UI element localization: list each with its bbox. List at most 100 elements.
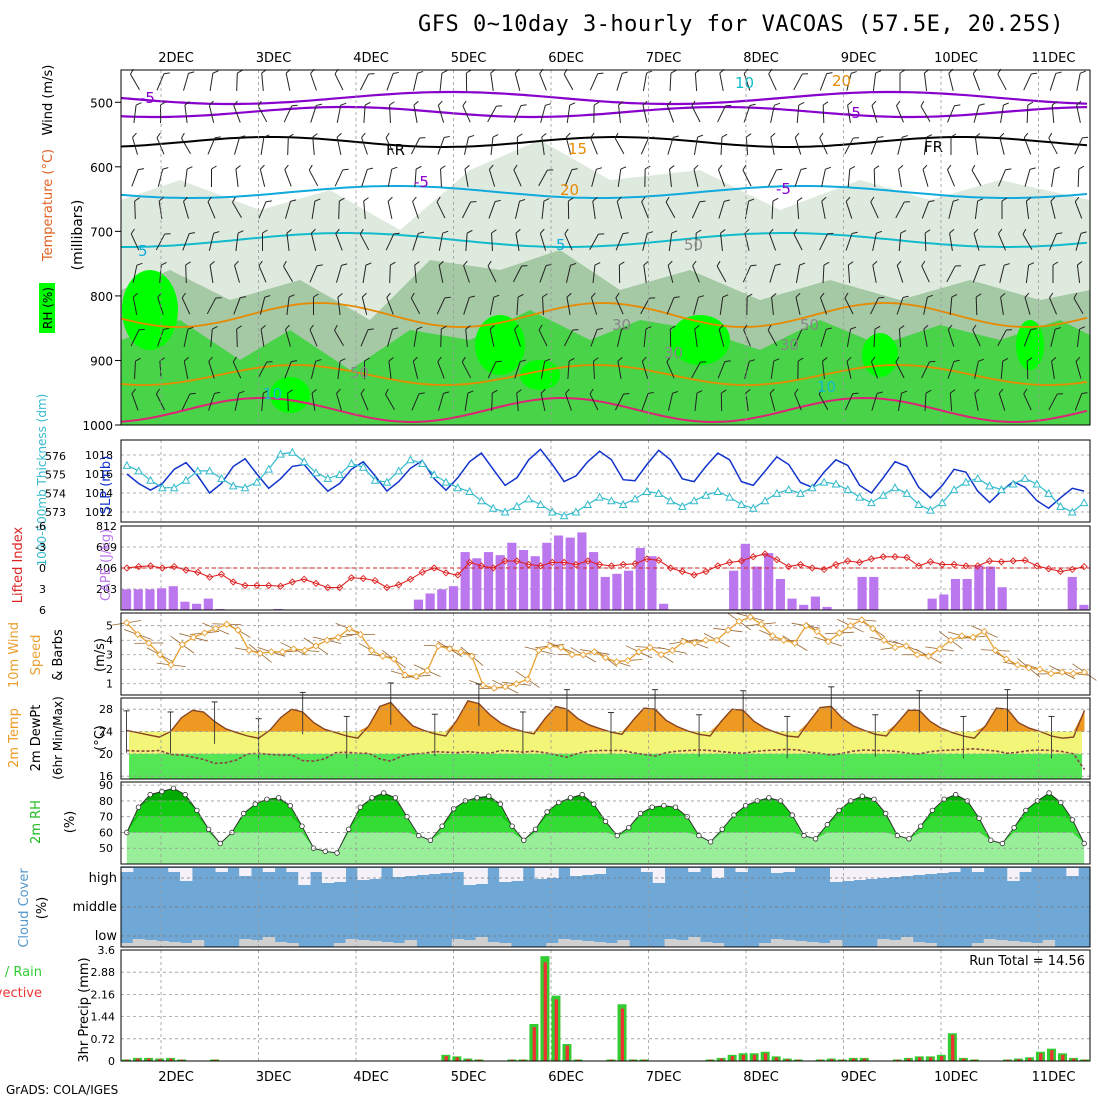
- bottom-day-label: 5DEC: [451, 1070, 487, 1085]
- lifted-index-point: [678, 567, 686, 576]
- lifted-index-point: [182, 566, 190, 574]
- wind-barb: [233, 100, 241, 123]
- cape-bar: [157, 588, 167, 610]
- low-cloud-gap: [711, 943, 725, 947]
- cape-bar: [215, 608, 225, 610]
- wind-barb: [717, 164, 726, 187]
- convective-precip-bar: [158, 1059, 162, 1061]
- bottom-day-label: 9DEC: [841, 1070, 877, 1085]
- wind-barb: [793, 228, 803, 251]
- cape-tick-label: 812: [96, 520, 117, 533]
- wind-barb: [464, 164, 470, 187]
- lifted-index-point: [808, 564, 816, 572]
- lifted-index-point: [300, 575, 308, 583]
- rh-point: [999, 840, 1006, 847]
- wind-barb: [898, 164, 904, 187]
- wind-barb: [232, 196, 242, 219]
- thickness-tick-label: 575: [45, 469, 66, 482]
- cape-bar: [192, 603, 202, 610]
- low-cloud-gap: [593, 942, 606, 947]
- wind-barb: [184, 166, 193, 187]
- wind-speed-point: [590, 648, 598, 656]
- wind-barb: [947, 359, 960, 379]
- li-tick-label: 0: [39, 562, 46, 575]
- wind-speed-point: [780, 636, 788, 644]
- wind-barb: [640, 297, 656, 315]
- wind-tick-label: 3: [106, 649, 113, 662]
- wind-barb: [310, 359, 322, 379]
- thickness-point: [997, 485, 1006, 494]
- cloud-level-label: middle: [73, 900, 117, 915]
- wind-barb: [844, 292, 854, 315]
- temp-frame: [120, 697, 1091, 780]
- bottom-day-label: 3DEC: [256, 1070, 292, 1085]
- wind-barb: [718, 199, 730, 219]
- wind-barb: [515, 228, 521, 251]
- wind-barb: [819, 292, 828, 315]
- convective-precip-bar: [940, 1056, 944, 1061]
- wind-speed-point: [156, 651, 164, 659]
- low-cloud-gap: [570, 940, 583, 947]
- thickness-point: [169, 483, 179, 492]
- pressure-axis-label: (millibars): [70, 200, 86, 271]
- wind-speed-point: [178, 640, 186, 649]
- top-day-label: 4DEC: [353, 51, 389, 66]
- convective-precip-bar: [1061, 1054, 1065, 1061]
- cape-bar: [577, 532, 587, 610]
- convective-precip-bar: [862, 1058, 867, 1061]
- cape-bar: [799, 604, 809, 610]
- wind-barb: [1023, 388, 1032, 411]
- thickness-point: [429, 470, 439, 479]
- wind-barb: [1026, 357, 1033, 380]
- convective-precip-bar: [774, 1057, 779, 1061]
- wind-speed-point: [345, 624, 353, 633]
- wind-barb: [564, 168, 578, 187]
- temp-band-below-20: [129, 753, 1082, 779]
- rh-point: [182, 791, 188, 798]
- rh2-unit: (%): [63, 811, 78, 834]
- wind-barb: [822, 261, 830, 284]
- slp-line: [126, 448, 1085, 510]
- convective-precip-bar: [466, 1059, 470, 1061]
- wind-barb: [921, 200, 935, 219]
- high-cloud-gap: [770, 868, 784, 873]
- convective-precip-bar: [796, 1059, 801, 1061]
- high-cloud-gap: [841, 868, 855, 881]
- rh-tick-label: 70: [99, 811, 113, 824]
- wind-barb: [771, 197, 779, 220]
- wind-barb: [336, 388, 342, 411]
- wind-barb: [898, 230, 907, 252]
- rh-point: [357, 804, 363, 810]
- contour-label: 20: [832, 72, 851, 90]
- temp-label-1: 2m Temp: [7, 708, 22, 768]
- rh-point: [135, 804, 142, 810]
- wind-barb: [183, 356, 189, 379]
- wind-barb: [1051, 101, 1058, 124]
- wind-barb: [410, 137, 426, 155]
- wind-barb: [361, 292, 368, 315]
- wind-speed-point: [290, 645, 298, 653]
- cape-bar: [764, 553, 774, 610]
- thickness-point: [807, 483, 817, 492]
- cape-bar: [588, 552, 599, 610]
- high-cloud-gap: [830, 868, 843, 882]
- temp-line: [126, 699, 1086, 739]
- wind-barb: [1077, 165, 1085, 188]
- wind-barb: [642, 70, 653, 91]
- wind-barb: [257, 100, 268, 123]
- credit-label: GrADS: COLA/IGES: [6, 1083, 119, 1097]
- thickness-point: [926, 505, 935, 514]
- wind-speed-point: [278, 648, 287, 656]
- cape-bar: [810, 596, 820, 610]
- rh-point: [894, 832, 901, 839]
- contour-label: 50: [684, 236, 703, 254]
- thickness-point: [973, 473, 983, 482]
- wind-speed-point: [991, 646, 999, 655]
- wind-barb: [209, 260, 215, 283]
- wind-barb: [615, 232, 629, 251]
- low-cloud-gap: [333, 943, 347, 947]
- rh-point: [649, 804, 655, 810]
- low-cloud-gap: [688, 937, 701, 947]
- wind-barb: [208, 356, 215, 379]
- wind-speed-point: [334, 633, 342, 641]
